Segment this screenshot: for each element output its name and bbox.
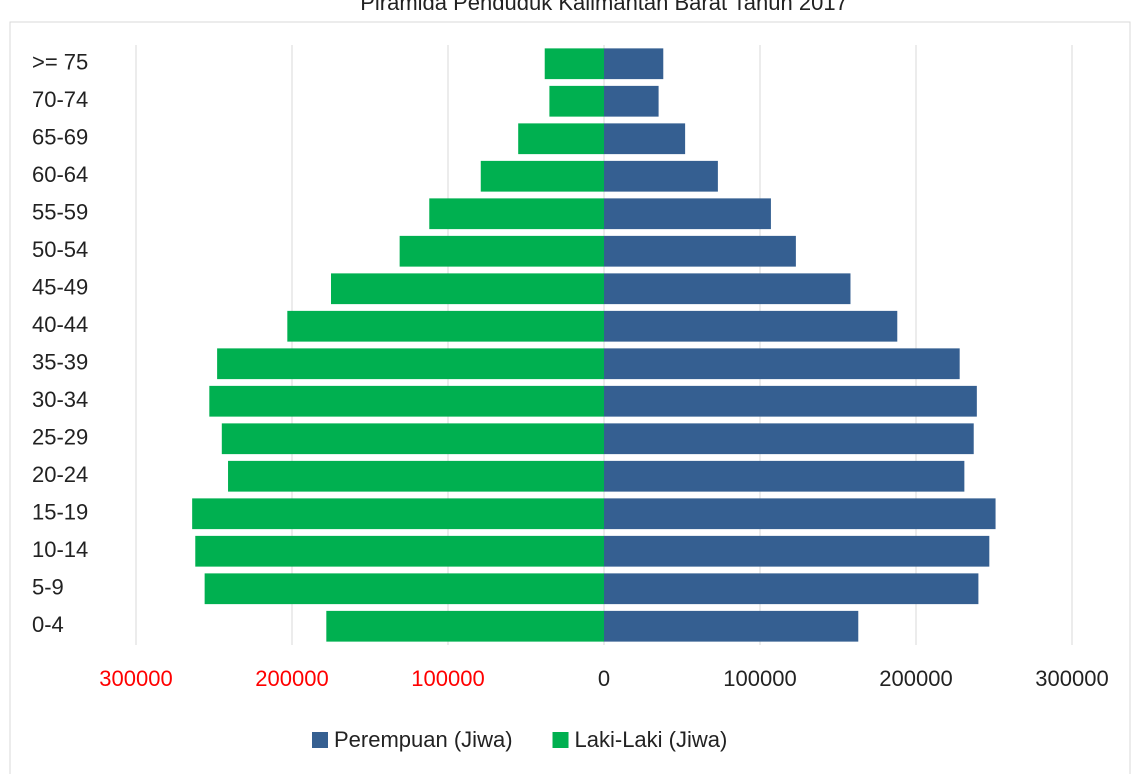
bar bbox=[287, 310, 604, 342]
bar bbox=[604, 48, 664, 80]
y-tick-label: 35-39 bbox=[32, 350, 88, 375]
bar bbox=[192, 498, 604, 530]
bar bbox=[604, 460, 965, 492]
legend-swatch bbox=[312, 732, 328, 748]
legend-swatch bbox=[552, 732, 569, 748]
x-tick-label: 200000 bbox=[255, 666, 328, 691]
y-tick-label: 60-64 bbox=[32, 162, 88, 187]
bar bbox=[549, 85, 604, 117]
bar bbox=[228, 460, 605, 492]
legend-label: Perempuan (Jiwa) bbox=[334, 727, 513, 752]
y-tick-label: 45-49 bbox=[32, 275, 88, 300]
bar bbox=[604, 123, 686, 155]
x-tick-label: 200000 bbox=[879, 666, 952, 691]
bar bbox=[604, 85, 659, 117]
y-tick-label: 65-69 bbox=[32, 125, 88, 150]
y-tick-label: 50-54 bbox=[32, 237, 88, 262]
bar bbox=[604, 423, 974, 455]
y-tick-label: 70-74 bbox=[32, 87, 88, 112]
y-tick-label: 40-44 bbox=[32, 312, 88, 337]
bar bbox=[604, 160, 718, 192]
y-tick-label: 0-4 bbox=[32, 612, 64, 637]
bar bbox=[480, 160, 604, 192]
chart-title: Piramida Penduduk Kalimantan Barat Tahun… bbox=[360, 0, 848, 15]
bar bbox=[604, 498, 996, 530]
bar bbox=[604, 573, 979, 605]
bar bbox=[544, 48, 604, 80]
x-tick-label: 300000 bbox=[1035, 666, 1108, 691]
bar bbox=[604, 310, 898, 342]
bar bbox=[209, 385, 604, 417]
bar bbox=[326, 610, 604, 642]
x-tick-label: 300000 bbox=[99, 666, 172, 691]
bar bbox=[604, 348, 960, 380]
bar bbox=[221, 423, 605, 455]
y-tick-label: 5-9 bbox=[32, 575, 64, 600]
bar bbox=[217, 348, 604, 380]
bar bbox=[604, 273, 851, 305]
bar bbox=[518, 123, 604, 155]
x-tick-label: 100000 bbox=[723, 666, 796, 691]
y-tick-label: >= 75 bbox=[32, 50, 88, 75]
bar bbox=[331, 273, 604, 305]
y-tick-label: 10-14 bbox=[32, 537, 88, 562]
y-tick-label: 55-59 bbox=[32, 200, 88, 225]
bar bbox=[604, 610, 859, 642]
bar bbox=[604, 385, 977, 417]
x-tick-label: 100000 bbox=[411, 666, 484, 691]
x-tick-label: 0 bbox=[598, 666, 610, 691]
bar bbox=[195, 535, 604, 567]
bar bbox=[604, 535, 990, 567]
legend-label: Laki-Laki (Jiwa) bbox=[575, 727, 728, 752]
bar bbox=[204, 573, 604, 605]
bar bbox=[399, 235, 604, 267]
bar bbox=[604, 235, 796, 267]
y-tick-label: 30-34 bbox=[32, 387, 88, 412]
bar bbox=[604, 198, 771, 230]
y-tick-label: 20-24 bbox=[32, 462, 88, 487]
bar bbox=[429, 198, 604, 230]
y-tick-label: 15-19 bbox=[32, 500, 88, 525]
y-tick-label: 25-29 bbox=[32, 425, 88, 450]
